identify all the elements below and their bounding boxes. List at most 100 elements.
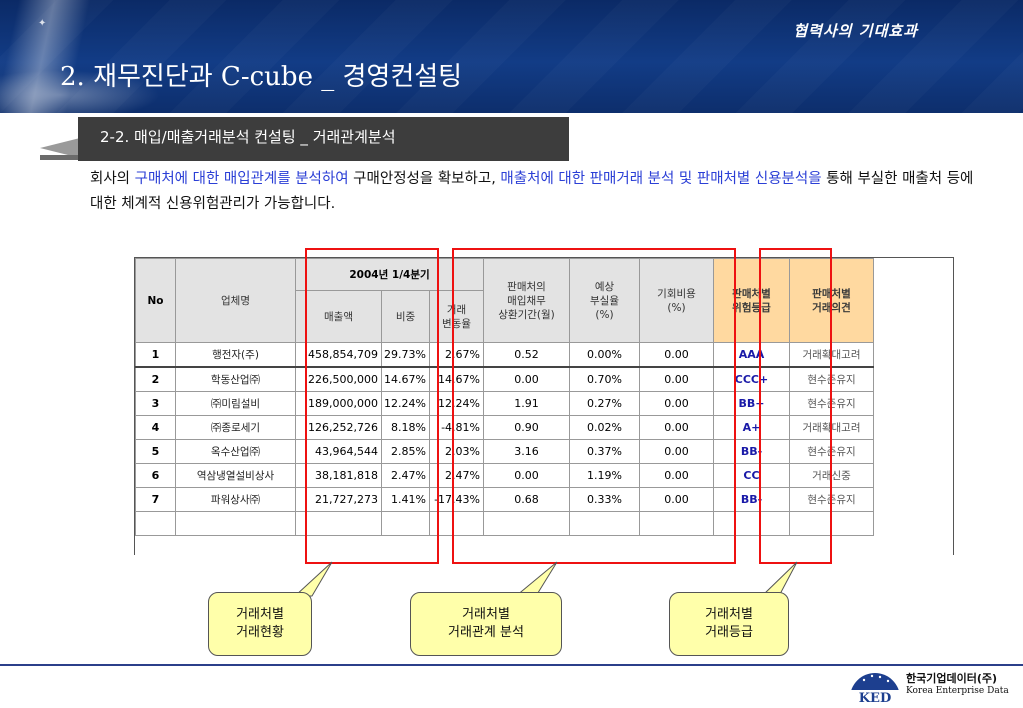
cell-debt-period: 0.52 (483, 342, 570, 368)
cell-debt-period: 1.91 (483, 391, 570, 416)
cell-company: 학동산업㈜ (175, 366, 296, 392)
cell-expected-loss: 0.27% (569, 391, 640, 416)
header-banner: ✦ 협력사의 기대효과 2. 재무진단과 C-cube _ 경영컨설팅 (0, 0, 1023, 113)
cell-opportunity-cost: 0.00 (639, 391, 714, 416)
sparkle-icon: ✦ (38, 18, 47, 29)
header-grade-line1: 판매처별 (732, 287, 771, 300)
cell-empty (135, 511, 176, 536)
callout-pointer-1 (293, 561, 333, 597)
cell-opportunity-cost: 0.00 (639, 439, 714, 464)
intro-highlight-1: 구매처에 대한 매입관계를 분석하여 (134, 171, 349, 187)
cell-risk-grade: AAA (713, 342, 790, 368)
cell-company: 행전자(주) (175, 342, 296, 368)
callout-trade-grade: 거래처별 거래등급 (669, 592, 789, 656)
header-loss-line2: 부실율 (590, 294, 619, 307)
section-tab-fold (40, 155, 80, 160)
callout-2-line2: 거래관계 분석 (448, 625, 524, 640)
cell-expected-loss: 0.00% (569, 342, 640, 368)
cell-sales: 226,500,000 (295, 366, 382, 392)
header-ratio: 비중 (381, 290, 430, 343)
callout-pointer-3 (760, 561, 798, 597)
intro-text-3: 통해 부실한 매출처 등에 대한 체계적 신용위험관리가 가능합니다. (90, 171, 974, 212)
header-risk-grade: 판매처별 위험등급 (713, 258, 790, 343)
header-sales: 매출액 (295, 290, 382, 343)
highlight-box-trade-grade (759, 248, 832, 564)
cell-no: 5 (135, 439, 176, 464)
cell-company: ㈜종로세기 (175, 415, 296, 440)
cell-company: 옥수산업㈜ (175, 439, 296, 464)
cell-empty (175, 511, 296, 536)
cell-empty (639, 511, 714, 536)
header-change-line2: 변동율 (442, 317, 471, 330)
cell-ratio: 12.24% (381, 391, 430, 416)
header-debt-line2: 매입채무 (507, 294, 546, 307)
cell-debt-period: 0.68 (483, 487, 570, 512)
callout-1-line1: 거래처별 (236, 607, 284, 622)
cell-no: 2 (135, 366, 176, 392)
header-loss-line1: 예상 (594, 280, 615, 293)
cell-no: 4 (135, 415, 176, 440)
cell-debt-period: 0.00 (483, 463, 570, 488)
cell-company: 역삼냉열설비상사 (175, 463, 296, 488)
header-no: No (135, 258, 176, 343)
header-debt-line1: 판매처의 (507, 280, 546, 293)
cell-sales: 21,727,273 (295, 487, 382, 512)
company-name-ko: 한국기업데이터(주) (906, 672, 998, 685)
callout-trade-status: 거래처별 거래현황 (208, 592, 312, 656)
header-debt-line3: 상환기간(월) (498, 308, 555, 321)
header-grade-line2: 위험등급 (732, 301, 771, 314)
page-title: 2. 재무진단과 C-cube _ 경영컨설팅 (60, 62, 463, 92)
banner-glow (0, 70, 160, 113)
header-opp-line1: 기회비용 (657, 287, 696, 300)
intro-text-2: 구매안정성을 확보하고, (348, 171, 501, 187)
cell-debt-period: 0.00 (483, 366, 570, 392)
banner-pattern (0, 0, 1023, 113)
callout-3-line2: 거래등급 (705, 625, 753, 640)
footer-divider (0, 664, 1023, 666)
cell-debt-period: 3.16 (483, 439, 570, 464)
logo-mark-text: KED (859, 691, 891, 706)
highlight-box-trade-status (305, 248, 439, 564)
header-change-line1: 거래 (446, 303, 467, 316)
header-subtitle: 협력사의 기대효과 (793, 22, 918, 40)
cell-company: 파워상사㈜ (175, 487, 296, 512)
company-logo: KED 한국기업데이터(주) Korea Enterprise Data (846, 668, 1016, 706)
section-tab-shadow (40, 138, 80, 158)
cell-opportunity-cost: 0.00 (639, 342, 714, 368)
intro-text-1: 회사의 (90, 171, 135, 187)
cell-risk-grade: BB- (713, 439, 790, 464)
callout-2-line1: 거래처별 (462, 607, 510, 622)
cell-sales: 458,854,709 (295, 342, 382, 368)
cell-risk-grade: CC (713, 463, 790, 488)
highlight-box-trade-relation (452, 248, 736, 564)
cell-opportunity-cost: 0.00 (639, 463, 714, 488)
cell-expected-loss: 0.33% (569, 487, 640, 512)
cell-empty (713, 511, 790, 536)
header-opportunity-cost: 기회비용 (%) (639, 258, 714, 343)
table-row-cutoff (135, 511, 874, 536)
header-company: 업체명 (175, 258, 296, 343)
cell-no: 7 (135, 487, 176, 512)
intro-paragraph: 회사의 구매처에 대한 매입관계를 분석하여 구매안정성을 확보하고, 매출처에… (90, 167, 990, 217)
header-opp-line2: (%) (667, 301, 686, 314)
table-row: 4 ㈜종로세기 126,252,726 8.18% -4.81% 0.90 0.02% 0.0… (135, 415, 874, 440)
cell-no: 3 (135, 391, 176, 416)
ked-globe-icon: KED (848, 673, 902, 706)
cell-ratio: 29.73% (381, 342, 430, 368)
callout-1-line2: 거래현황 (236, 625, 284, 640)
cell-no: 6 (135, 463, 176, 488)
callout-pointer-2 (514, 561, 558, 597)
header-expected-loss: 예상 부실율 (%) (569, 258, 640, 343)
cell-risk-grade: BB+ (713, 391, 790, 416)
cell-sales: 43,964,544 (295, 439, 382, 464)
company-name-en: Korea Enterprise Data (906, 686, 1009, 696)
callout-trade-relation: 거래처별 거래관계 분석 (410, 592, 562, 656)
cell-ratio: 2.85% (381, 439, 430, 464)
callout-3-line1: 거래처별 (705, 607, 753, 622)
cell-expected-loss: 0.70% (569, 366, 640, 392)
cell-no: 1 (135, 342, 176, 368)
section-heading: 2-2. 매입/매출거래분석 컨설팅 _ 거래관계분석 (78, 117, 569, 161)
cell-risk-grade: A+ (713, 415, 790, 440)
cell-ratio: 8.18% (381, 415, 430, 440)
cell-ratio: 14.67% (381, 366, 430, 392)
